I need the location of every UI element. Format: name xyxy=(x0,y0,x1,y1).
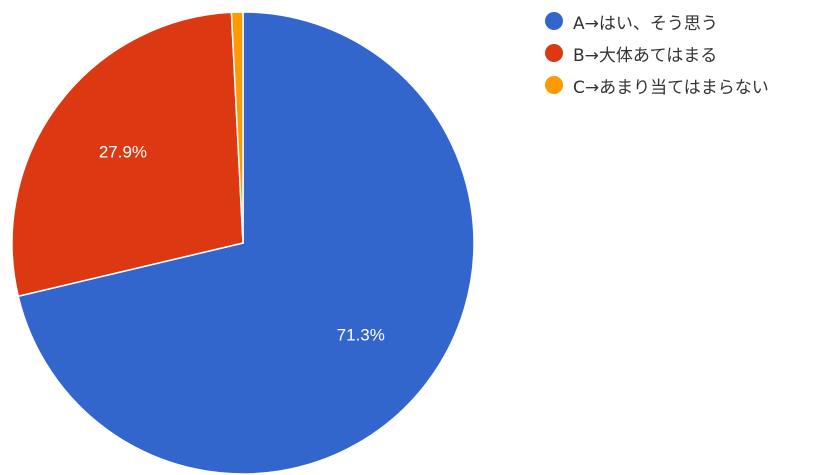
pie-labels: 71.3% 27.9% xyxy=(99,142,385,344)
chart-legend: A→はい、そう思う B→大体あてはまる C→あまり当てはまらない xyxy=(545,6,830,102)
legend-swatch-a xyxy=(545,12,563,30)
legend-swatch-c xyxy=(545,76,563,94)
pie-slice-b[interactable] xyxy=(11,11,244,298)
pie-slices xyxy=(11,11,475,475)
pie-label-a: 71.3% xyxy=(337,326,385,345)
legend-item-a[interactable]: A→はい、そう思う xyxy=(545,6,830,36)
legend-swatch-b xyxy=(545,44,563,62)
pie-slice-a[interactable] xyxy=(17,11,475,475)
legend-item-b[interactable]: B→大体あてはまる xyxy=(545,38,830,68)
legend-label-a: A→はい、そう思う xyxy=(573,13,718,34)
legend-label-b: B→大体あてはまる xyxy=(573,45,718,66)
pie-slice-c[interactable] xyxy=(230,11,244,244)
legend-label-c: C→あまり当てはまらない xyxy=(573,77,769,98)
legend-item-c[interactable]: C→あまり当てはまらない xyxy=(545,70,830,100)
pie-label-b: 27.9% xyxy=(99,142,147,161)
